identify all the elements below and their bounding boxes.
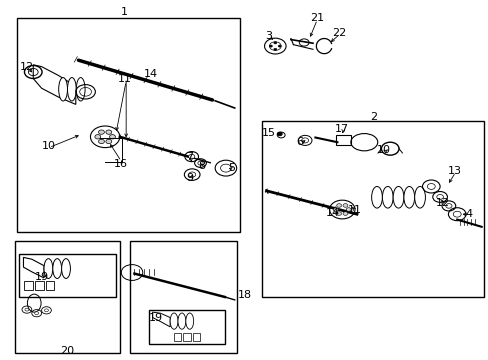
Circle shape	[106, 139, 111, 144]
Text: 6: 6	[296, 137, 303, 147]
Text: 7: 7	[186, 152, 193, 162]
Circle shape	[198, 161, 203, 165]
Circle shape	[343, 204, 347, 207]
Circle shape	[106, 130, 111, 134]
Bar	[15, 241, 120, 353]
Bar	[193, 333, 200, 341]
Text: 16: 16	[114, 159, 128, 169]
Ellipse shape	[382, 186, 392, 208]
Ellipse shape	[67, 77, 76, 101]
Text: 10: 10	[376, 145, 390, 155]
Circle shape	[336, 212, 341, 215]
Circle shape	[109, 135, 115, 139]
Circle shape	[25, 308, 29, 311]
Text: 22: 22	[331, 28, 346, 38]
Text: 17: 17	[335, 123, 348, 134]
Text: 13: 13	[447, 166, 461, 176]
Circle shape	[269, 45, 272, 47]
Circle shape	[336, 204, 341, 207]
Bar	[129, 241, 237, 353]
Circle shape	[273, 48, 276, 50]
Circle shape	[188, 154, 194, 159]
Text: 3: 3	[265, 31, 272, 41]
Bar	[173, 333, 181, 341]
Ellipse shape	[170, 313, 178, 329]
Circle shape	[273, 42, 276, 44]
Bar	[35, 281, 43, 290]
Circle shape	[277, 132, 282, 136]
Bar	[149, 310, 224, 344]
Bar	[17, 18, 239, 232]
Circle shape	[333, 208, 338, 211]
Circle shape	[95, 135, 101, 139]
Text: 20: 20	[61, 346, 74, 356]
Ellipse shape	[414, 186, 425, 208]
Ellipse shape	[185, 313, 193, 329]
Circle shape	[220, 164, 231, 172]
Text: 11: 11	[118, 74, 131, 84]
Ellipse shape	[403, 186, 414, 208]
Circle shape	[452, 211, 460, 217]
Ellipse shape	[178, 313, 185, 329]
Text: 9: 9	[186, 173, 193, 183]
Circle shape	[427, 184, 434, 189]
Text: 2: 2	[370, 112, 377, 122]
Bar	[24, 281, 33, 290]
Text: 1: 1	[121, 6, 128, 17]
Ellipse shape	[53, 258, 61, 279]
Text: 10: 10	[42, 141, 56, 151]
Text: 19: 19	[148, 312, 162, 323]
Circle shape	[35, 312, 39, 315]
Text: 12: 12	[20, 62, 34, 72]
Bar	[336, 135, 350, 145]
Ellipse shape	[59, 77, 67, 101]
Circle shape	[445, 204, 451, 208]
Circle shape	[98, 139, 104, 144]
Text: 8: 8	[198, 161, 204, 171]
Circle shape	[278, 45, 281, 47]
Text: 12: 12	[435, 198, 448, 208]
Ellipse shape	[61, 258, 70, 279]
Ellipse shape	[76, 77, 85, 101]
Ellipse shape	[44, 258, 53, 279]
Circle shape	[188, 172, 195, 177]
Text: 4: 4	[465, 209, 472, 219]
Text: 14: 14	[143, 69, 157, 79]
Circle shape	[436, 194, 443, 199]
Ellipse shape	[371, 186, 382, 208]
Text: 14: 14	[325, 208, 339, 219]
Text: 21: 21	[309, 13, 323, 23]
Circle shape	[343, 212, 347, 215]
Circle shape	[346, 208, 350, 211]
Text: 5: 5	[228, 163, 235, 173]
Circle shape	[44, 309, 48, 312]
Bar	[19, 254, 116, 297]
Bar	[261, 121, 483, 297]
Ellipse shape	[392, 186, 403, 208]
Text: 11: 11	[347, 204, 361, 215]
Circle shape	[98, 130, 104, 134]
Text: 15: 15	[261, 128, 275, 138]
Bar	[46, 281, 54, 290]
Bar	[183, 333, 190, 341]
Text: 19: 19	[35, 272, 48, 282]
Text: 18: 18	[237, 290, 251, 300]
